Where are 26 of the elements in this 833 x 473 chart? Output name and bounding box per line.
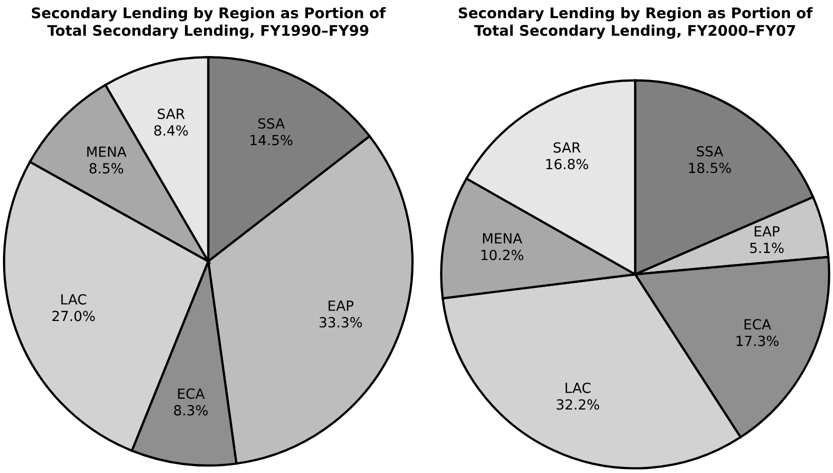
data-label: 17.3% [736,336,779,346]
slice-label: LAC [566,382,591,394]
slice-label: ECA [744,319,772,330]
data-label: 8.4% [154,125,188,136]
data-label: 8.5% [90,163,124,174]
slice-label: SSA [258,118,285,129]
slice-label: MENA [483,233,522,244]
slice-label: EAP [328,300,354,311]
slice-label: SAR [158,108,185,120]
data-label: 8.3% [174,405,208,416]
data-label: 18.5% [689,162,731,174]
data-label: 10.2% [481,250,524,260]
data-label: 27.0% [52,310,95,322]
slice-label: ECA [178,388,205,399]
data-label: 5.1% [750,242,784,254]
slice-label: MENA [87,146,126,157]
data-label: 33.3% [320,317,362,328]
slice-label: EAP [754,226,780,236]
data-label: 16.8% [546,158,588,170]
chart-title: Secondary Lending by Region as Portion of Total Secondary Lending, FY2000–FY07 [458,7,813,39]
chart-title: Secondary Lending by Region as Portion of Total Secondary Lending, FY1990–FY99 [32,7,386,39]
slice-label: SAR [554,142,581,153]
slice-label: SSA [696,146,724,157]
slice-label: LAC [61,294,86,305]
data-label: 14.5% [250,134,292,146]
data-label: 32.2% [556,399,600,410]
